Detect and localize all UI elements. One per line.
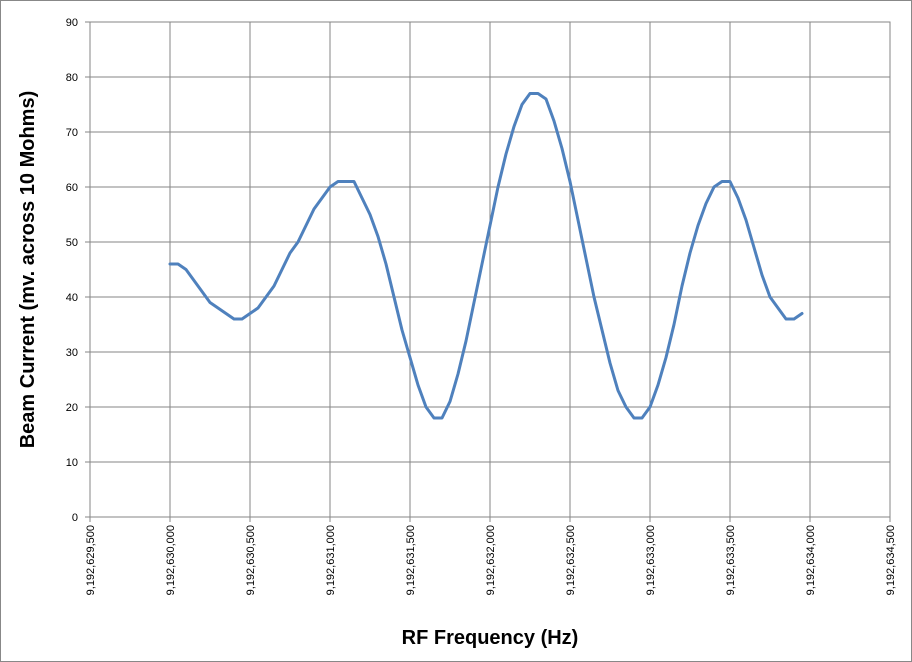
beam-current-series-line bbox=[168, 92, 804, 420]
y-axis-ticks: 0 10 20 30 40 50 60 70 80 90 bbox=[66, 17, 90, 524]
x-tick-label: 9,192,634,000 bbox=[805, 525, 817, 595]
x-tick-label: 9,192,633,000 bbox=[645, 525, 657, 595]
y-tick-label: 40 bbox=[66, 292, 78, 304]
y-tick-label: 50 bbox=[66, 237, 78, 249]
x-tick-label: 9,192,634,500 bbox=[885, 525, 897, 595]
y-tick-label: 0 bbox=[72, 512, 78, 524]
x-axis-title: RF Frequency (Hz) bbox=[402, 627, 579, 649]
x-tick-label: 9,192,631,000 bbox=[325, 525, 337, 595]
x-axis-ticks: 9,192,629,500 9,192,630,000 9,192,630,500 9… bbox=[85, 517, 897, 595]
x-tick-label: 9,192,631,500 bbox=[405, 525, 417, 595]
y-tick-label: 90 bbox=[66, 17, 78, 29]
y-tick-label: 60 bbox=[66, 182, 78, 194]
y-tick-label: 80 bbox=[66, 72, 78, 84]
y-tick-label: 20 bbox=[66, 402, 78, 414]
y-tick-label: 30 bbox=[66, 347, 78, 359]
y-tick-label: 70 bbox=[66, 127, 78, 139]
x-tick-label: 9,192,630,000 bbox=[165, 525, 177, 595]
x-tick-label: 9,192,629,500 bbox=[85, 525, 97, 595]
y-axis-title: Beam Current (mv. across 10 Mohms) bbox=[17, 91, 39, 449]
y-tick-label: 10 bbox=[66, 457, 78, 469]
x-tick-label: 9,192,633,500 bbox=[725, 525, 737, 595]
x-tick-label: 9,192,632,000 bbox=[485, 525, 497, 595]
x-tick-label: 9,192,630,500 bbox=[245, 525, 257, 595]
gridlines bbox=[89, 21, 891, 518]
x-tick-label: 9,192,632,500 bbox=[565, 525, 577, 595]
